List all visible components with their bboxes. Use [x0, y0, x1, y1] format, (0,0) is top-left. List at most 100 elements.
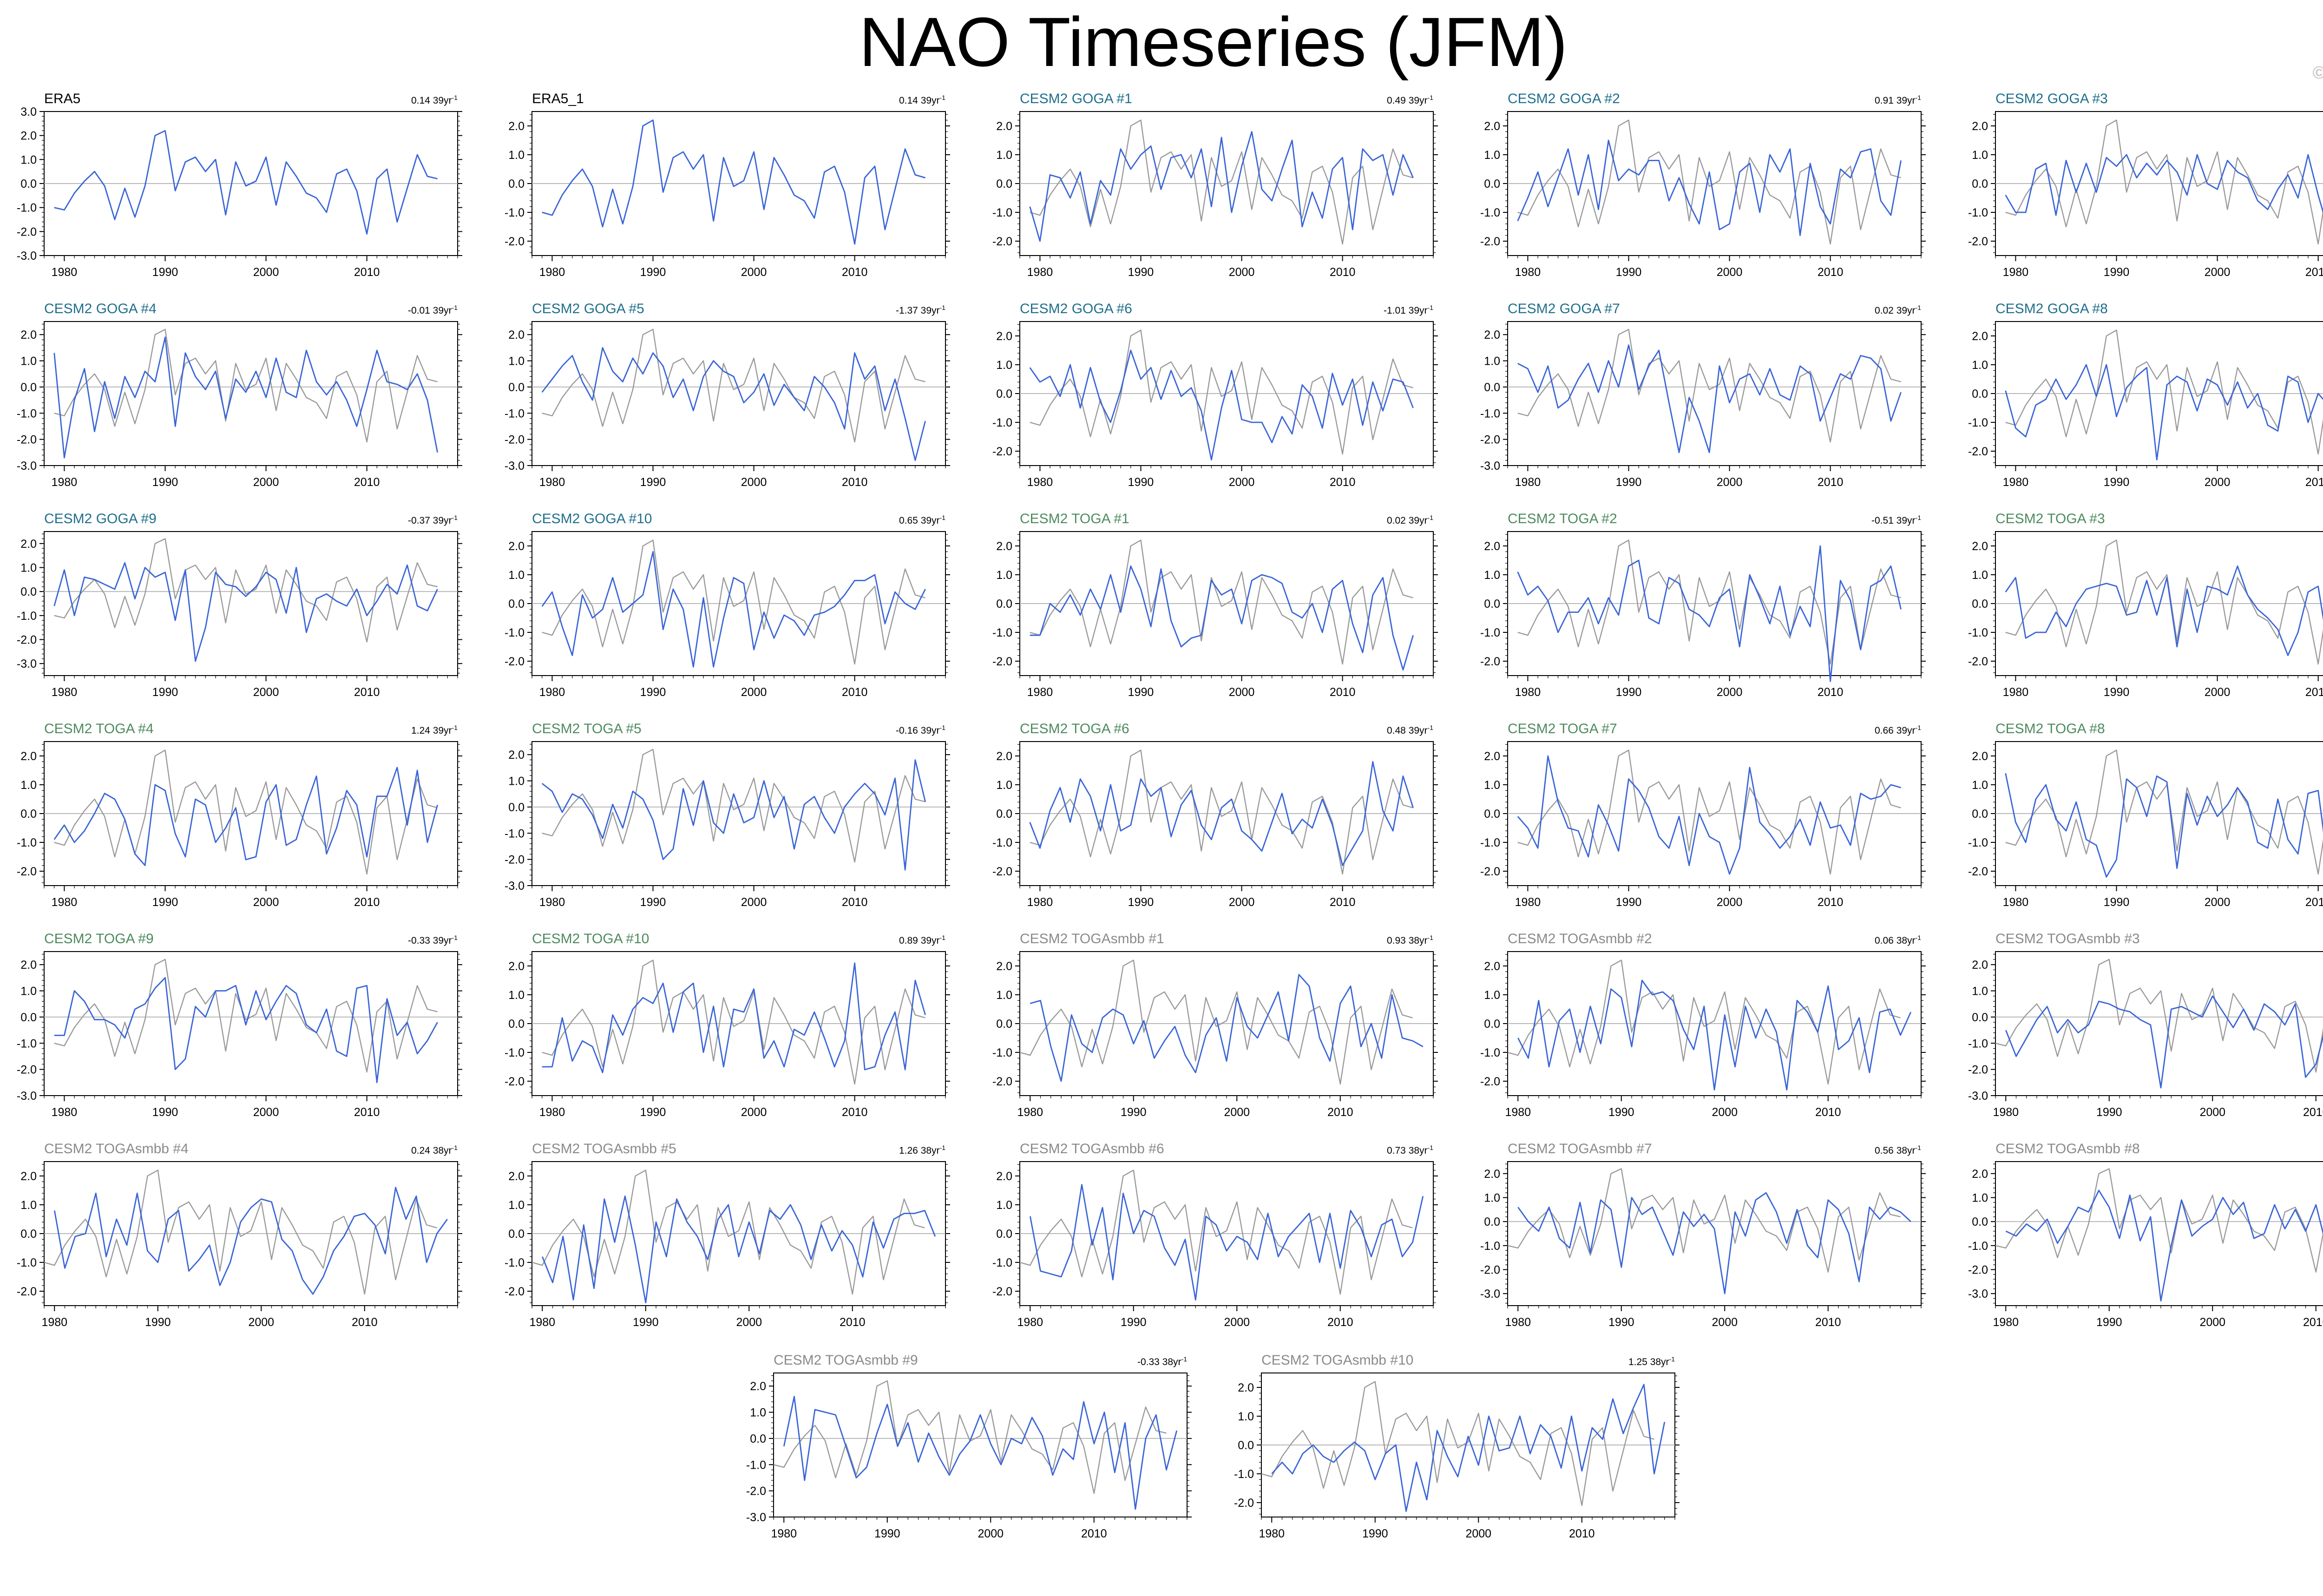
y-tick-label: -1.0 [1968, 1240, 1988, 1253]
x-tick-label: 1990 [640, 896, 666, 909]
x-tick-label: 1980 [771, 1527, 797, 1540]
y-tick-label: -2.0 [1480, 235, 1500, 248]
trend-value: 0.02 39yr [1874, 305, 1916, 316]
x-tick-label: 1990 [152, 476, 178, 489]
y-tick-label: -1.0 [17, 407, 37, 420]
panel-23: CESM2 TOGAsmbb #2 0.06 38yr-1 2.0 1.0 0.0 -1.… [1480, 927, 1926, 1128]
x-tick-label: 1980 [539, 1106, 565, 1119]
y-tick-label: -1.0 [992, 1256, 1012, 1269]
trend-label: 0.48 39yr-1 [1386, 724, 1433, 736]
x-tick-label: 1980 [1027, 896, 1053, 909]
panel-title: CESM2 GOGA #6 [1020, 301, 1132, 316]
x-tick-label: 1980 [1259, 1527, 1285, 1540]
x-tick-label: 2010 [1818, 686, 1844, 699]
y-tick-label: 0.0 [1484, 808, 1500, 821]
x-tick-label: 2010 [1327, 1106, 1353, 1119]
y-tick-label: 1.0 [996, 149, 1012, 162]
x-tick-label: 1990 [2096, 1106, 2122, 1119]
x-tick-label: 2010 [354, 896, 380, 909]
series-line [54, 130, 438, 235]
obs-overlay-line [1517, 328, 1901, 443]
panel-4: CESM2 GOGA #3-0.27 39yr-12.01.00.0-1.0-2… [1968, 87, 2323, 288]
y-tick-label: 0.0 [1484, 598, 1500, 611]
trend-value: 1.24 39yr [411, 725, 452, 736]
trend-label: 0.49 39yr-1 [1386, 94, 1433, 106]
y-tick-label: -1.0 [17, 1256, 37, 1269]
trend-label: 0.56 38yr-1 [1874, 1144, 1921, 1156]
obs-overlay-line [2005, 749, 2323, 875]
x-tick-label: 1990 [1608, 1316, 1634, 1329]
x-tick-label: 1980 [1017, 1106, 1043, 1119]
page-title: NAO Timeseries (JFM) [859, 3, 1568, 81]
trend-value: -0.33 39yr [407, 935, 452, 946]
obs-overlay-line [542, 539, 925, 665]
y-tick-label: -3.0 [1968, 1287, 1988, 1300]
plot-frame [44, 531, 458, 676]
x-tick-label: 2010 [1815, 1316, 1841, 1329]
x-tick-label: 2010 [1818, 476, 1844, 489]
y-tick-label: 2.0 [996, 750, 1012, 763]
y-tick-label: 2.0 [508, 960, 525, 973]
x-tick-label: 1990 [640, 266, 666, 279]
trend-value: 0.89 39yr [899, 935, 940, 946]
obs-overlay-line [1507, 1168, 1901, 1273]
y-tick-label: -2.0 [1968, 655, 1988, 668]
x-tick-label: 2000 [2199, 1106, 2225, 1119]
y-tick-label: -1.0 [1968, 836, 1988, 849]
y-tick-label: -1.0 [505, 827, 525, 840]
x-tick-label: 1980 [1993, 1316, 2019, 1329]
panel-title: CESM2 TOGAsmbb #5 [532, 1141, 676, 1156]
timeseries-plot: 2.0 1.0 0.0 -1.0 -2.0 1980 1990 2000 2010 [1968, 111, 2323, 279]
x-tick-label: 2000 [1224, 1106, 1250, 1119]
trend-label: 1.26 38yr-1 [899, 1144, 945, 1156]
y-tick-label: -1.0 [17, 1037, 37, 1050]
series-line [1029, 1184, 1424, 1301]
timeseries-plot: 2.0 1.0 0.0 -1.0 -2.0 -3.0 1980 1990 2000 2010 [17, 951, 462, 1119]
series-line [1517, 1192, 1911, 1294]
obs-overlay-line [1517, 539, 1901, 665]
x-tick-label: 1980 [1515, 686, 1541, 699]
x-tick-label: 2000 [736, 1316, 762, 1329]
panel-26: CESM2 TOGAsmbb #5 1.26 38yr-1 2.0 1.0 0.0 -1.… [505, 1137, 950, 1338]
y-tick-label: 1.0 [1484, 149, 1500, 162]
series-line [1029, 761, 1414, 867]
x-tick-label: 1990 [1616, 896, 1642, 909]
timeseries-plot: 2.0 1.0 0.0 -1.0 -2.0 1980 1990 2000 2010 [992, 951, 1438, 1119]
y-tick-label: 2.0 [508, 120, 525, 133]
panel-25: CESM2 TOGAsmbb #4 0.24 38yr-1 2.0 1.0 0.0 -1.… [17, 1137, 462, 1338]
obs-overlay-line [1261, 1381, 1654, 1506]
x-tick-label: 2010 [354, 1106, 380, 1119]
timeseries-plot: 2.0 1.0 0.0 -1.0 -2.0 1980 1990 2000 2010 [505, 111, 950, 279]
y-tick-label: -2.0 [505, 235, 525, 248]
y-tick-label: -1.0 [17, 202, 37, 215]
y-tick-label: -2.0 [17, 634, 37, 647]
y-tick-label: -3.0 [17, 250, 37, 263]
y-tick-label: 1.0 [508, 775, 525, 788]
y-tick-label: -1.0 [1234, 1468, 1254, 1481]
x-tick-label: 2010 [1330, 476, 1356, 489]
y-tick-label: 2.0 [1972, 120, 1988, 133]
y-tick-label: -2.0 [1234, 1497, 1254, 1510]
x-tick-label: 1990 [1128, 266, 1154, 279]
y-tick-label: 2.0 [20, 328, 37, 342]
y-tick-label: -2.0 [17, 865, 37, 878]
y-tick-label: -2.0 [505, 1075, 525, 1088]
obs-overlay-line [54, 749, 438, 875]
panel-title: CESM2 TOGA #6 [1020, 721, 1129, 736]
panel-title: CESM2 GOGA #3 [1995, 91, 2108, 106]
series-line [53, 562, 438, 662]
y-tick-label: -3.0 [1480, 460, 1500, 473]
timeseries-plot: 2.0 1.0 0.0 -1.0 -2.0 1980 1990 2000 2010 [1480, 951, 1926, 1119]
panel-title: ERA5_1 [532, 91, 584, 106]
y-tick-label: 2.0 [1484, 1168, 1500, 1181]
trend-label: -0.16 39yr-1 [895, 724, 945, 736]
series-line [1517, 344, 1902, 453]
y-tick-label: -3.0 [1480, 1287, 1500, 1300]
x-tick-label: 2000 [1229, 896, 1255, 909]
y-tick-label: -3.0 [1968, 1090, 1988, 1103]
y-tick-label: -3.0 [505, 880, 525, 893]
y-tick-label: -2.0 [1968, 865, 1988, 878]
y-tick-label: -1.0 [505, 1046, 525, 1059]
x-tick-label: 1980 [539, 266, 565, 279]
obs-overlay-line [1030, 119, 1413, 245]
